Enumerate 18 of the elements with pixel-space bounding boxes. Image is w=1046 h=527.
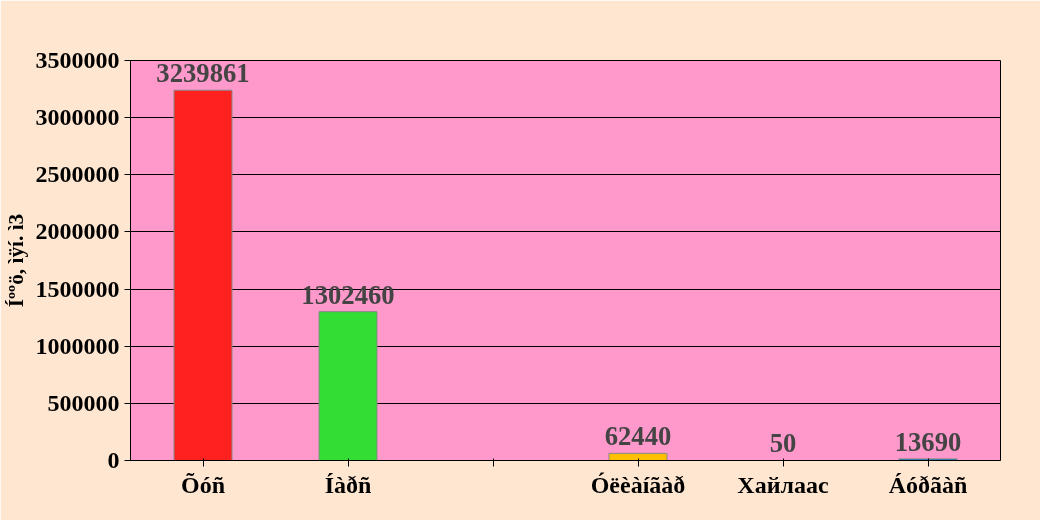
x-tick-label: Õóñ [180,471,226,498]
x-tick-label: Íàðñ [324,471,372,498]
y-tick-label: 3000000 [35,104,120,131]
y-tick-label: 2000000 [35,218,120,245]
y-tick-label: 1000000 [35,332,120,359]
y-tick-label: 500000 [47,389,120,416]
y-tick-label: 0 [107,447,120,473]
x-tick-label: Хайлаас [737,471,829,498]
y-axis-title: Íººö, ìÿí. ì3 [3,213,28,308]
y-tick-label: 2500000 [35,161,120,188]
data-label: 50 [769,428,797,459]
x-tick-label: Áóðãàñ [888,471,968,498]
data-label: 13690 [894,426,962,457]
data-label: 62440 [604,421,672,452]
x-tick-label: Óëèàíãàð [590,471,686,498]
y-tick-label: 1500000 [35,275,120,302]
data-label: 3239861 [156,58,250,89]
y-tick-label: 3500000 [35,47,120,73]
